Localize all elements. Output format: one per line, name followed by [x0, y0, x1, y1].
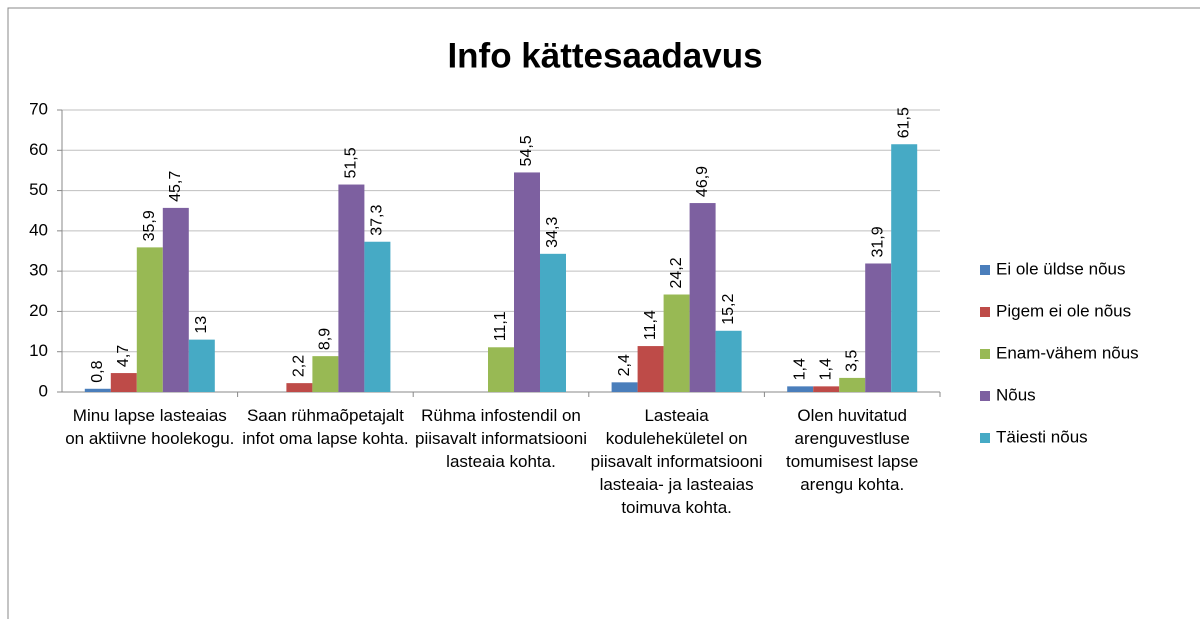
bar — [514, 172, 540, 392]
data-label: 1,4 — [791, 358, 808, 380]
y-tick-label: 60 — [29, 140, 48, 159]
data-label: 54,5 — [518, 135, 535, 166]
y-tick-label: 50 — [29, 180, 48, 199]
data-label: 34,3 — [544, 217, 561, 248]
bar — [136, 247, 163, 392]
bar — [865, 263, 892, 392]
legend-swatch — [980, 265, 990, 275]
bar — [611, 382, 638, 392]
legend-swatch — [980, 391, 990, 401]
data-label: 31,9 — [869, 226, 886, 257]
y-tick-label: 30 — [29, 261, 48, 280]
data-label: 1,4 — [817, 358, 834, 380]
bar — [84, 388, 111, 392]
bar — [689, 203, 716, 392]
bar — [110, 373, 137, 392]
bar — [540, 253, 566, 392]
data-label: 15,2 — [720, 294, 737, 325]
bar — [637, 346, 664, 392]
data-label: 24,2 — [668, 257, 685, 288]
bar — [787, 386, 814, 392]
bar — [839, 377, 866, 392]
bar — [715, 330, 742, 392]
data-label: 61,5 — [895, 107, 912, 138]
bar — [338, 184, 365, 392]
bar — [364, 241, 391, 392]
x-tick-label: Rühma infostendil on piisavalt informats… — [415, 406, 587, 471]
legend-swatch — [980, 307, 990, 317]
data-label: 45,7 — [167, 171, 184, 202]
data-label: 2,2 — [291, 355, 308, 377]
x-tick-label: Minu lapse lasteaias on aktiivne hooleko… — [65, 406, 235, 448]
legend-swatch — [980, 433, 990, 443]
data-label: 0,8 — [89, 360, 106, 382]
legend-label: Enam-vähem nõus — [996, 343, 1139, 362]
data-label: 46,9 — [694, 166, 711, 197]
legend-label: Nõus — [996, 385, 1036, 404]
data-label: 37,3 — [369, 204, 386, 235]
chart-title: Info kättesaadavus — [447, 36, 762, 75]
y-tick-label: 40 — [29, 220, 48, 239]
x-tick-label: Lasteaia kodulehekületel on piisavalt in… — [590, 406, 763, 517]
y-tick-label: 20 — [29, 301, 48, 320]
x-tick-label: Saan rühmaõpetajalt infot oma lapse koht… — [242, 406, 409, 448]
data-label: 51,5 — [343, 147, 360, 178]
data-label: 35,9 — [141, 210, 158, 241]
x-tick-label: Olen huvitatud arenguvestluse tomumisest… — [786, 406, 919, 494]
bar — [312, 356, 339, 392]
bar — [813, 386, 840, 392]
bar — [286, 383, 313, 392]
bar — [663, 294, 690, 392]
data-label: 11,1 — [492, 311, 509, 341]
bar — [488, 347, 514, 392]
bar — [162, 207, 189, 392]
data-label: 11,4 — [642, 310, 659, 340]
legend-label: Ei ole üldse nõus — [996, 259, 1125, 278]
data-label: 4,7 — [115, 345, 132, 367]
y-tick-label: 10 — [29, 341, 48, 360]
y-tick-label: 0 — [39, 381, 48, 400]
bar — [188, 339, 215, 392]
legend-swatch — [980, 349, 990, 359]
data-label: 13 — [193, 316, 210, 334]
data-label: 2,4 — [616, 354, 633, 376]
legend-label: Täiesti nõus — [996, 427, 1088, 446]
legend-label: Pigem ei ole nõus — [996, 301, 1131, 320]
bar — [891, 144, 918, 392]
data-label: 3,5 — [843, 350, 860, 372]
data-label: 8,9 — [317, 328, 334, 350]
y-tick-label: 70 — [29, 99, 48, 118]
